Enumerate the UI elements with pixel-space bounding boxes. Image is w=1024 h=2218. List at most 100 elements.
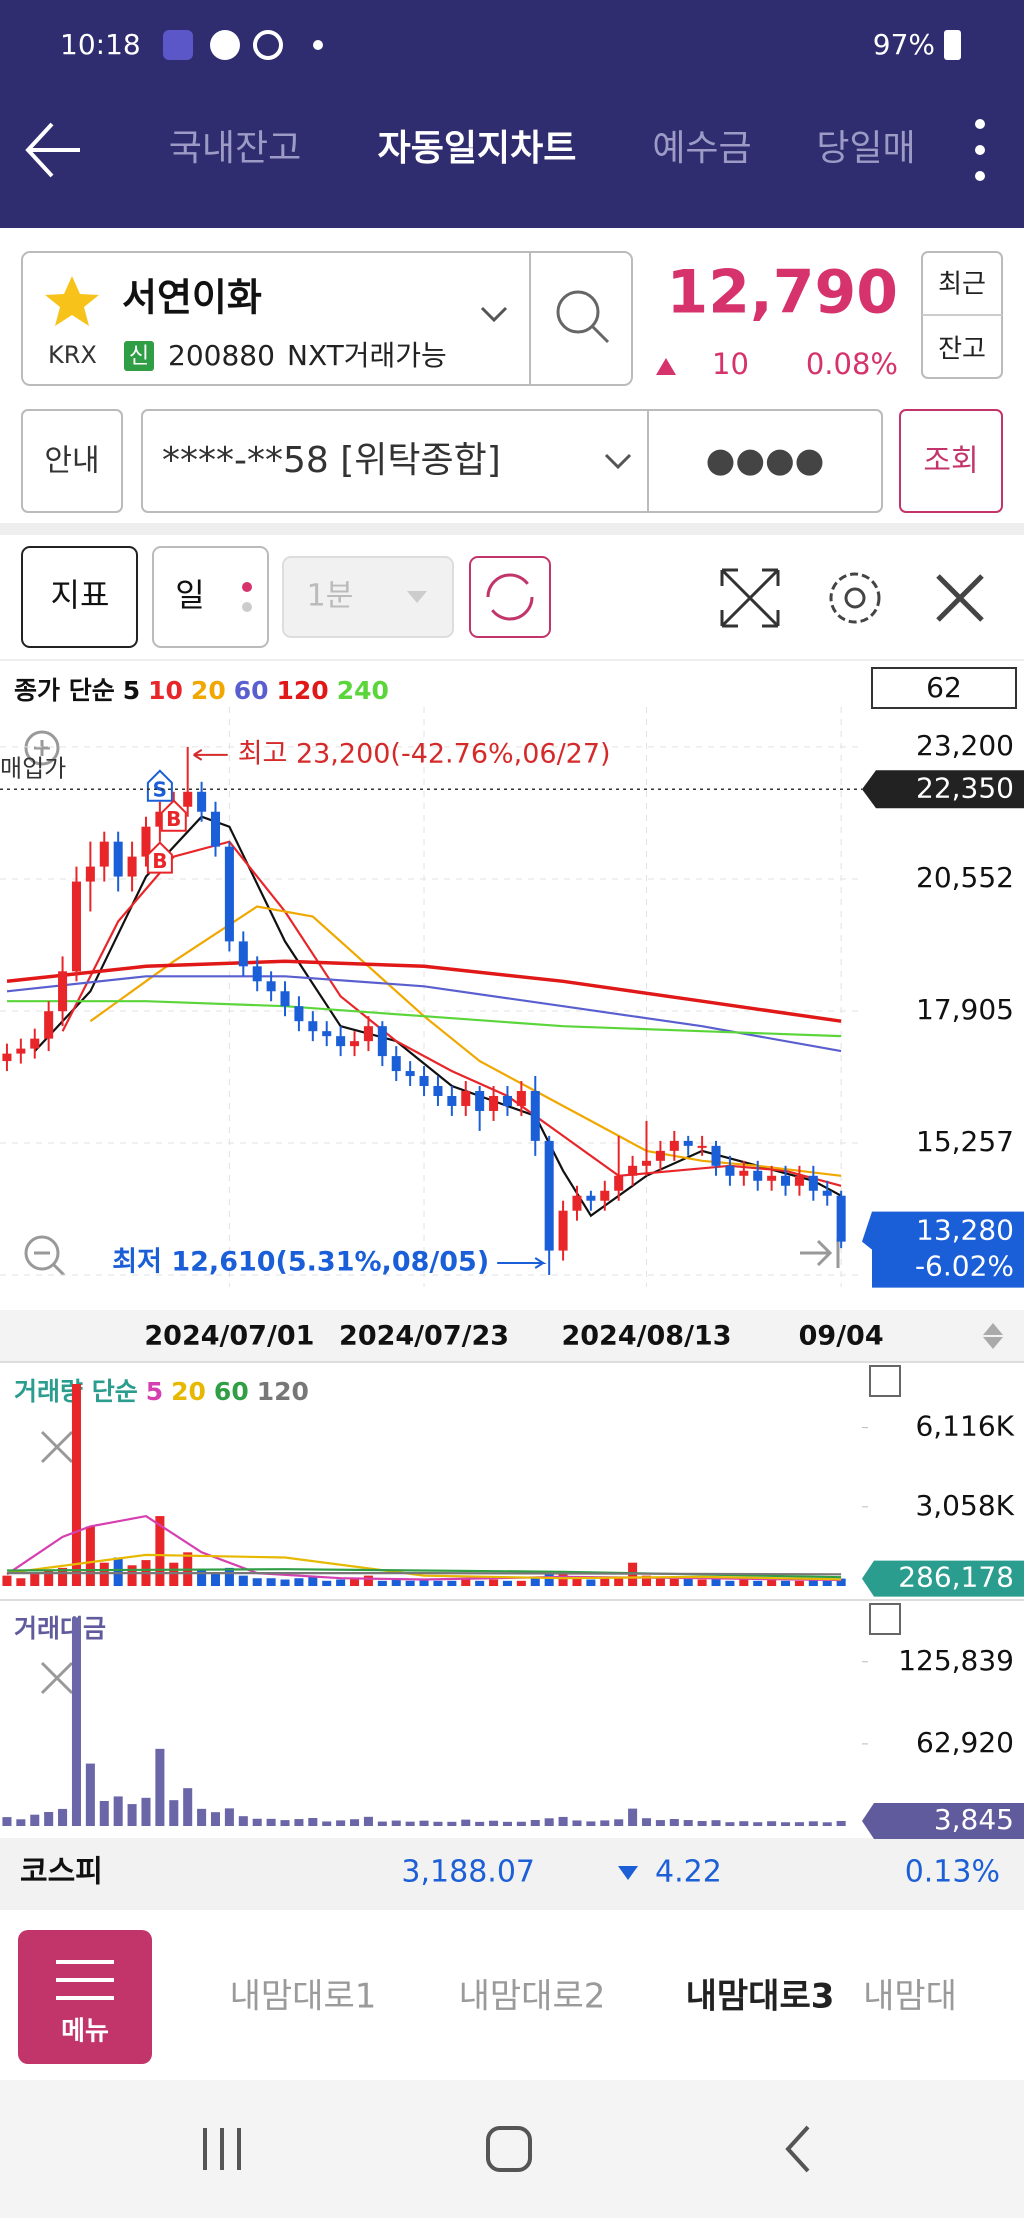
bar	[238, 1575, 248, 1586]
stock-box[interactable]	[21, 251, 633, 386]
panel-menu[interactable]	[869, 1365, 901, 1397]
zoom-out-icon[interactable]	[24, 1235, 60, 1271]
ma-line	[6, 975, 842, 1053]
candle-body	[336, 1036, 346, 1047]
password[interactable]: ●●●●	[706, 441, 825, 481]
candle-body	[58, 971, 68, 1012]
candle-body	[572, 1195, 582, 1211]
header-bg	[0, 0, 1024, 228]
refresh-button[interactable]	[469, 556, 551, 638]
header-tab[interactable]: 예수금	[652, 128, 751, 169]
candle-body	[44, 1011, 54, 1039]
menu-tab[interactable]: 내맘대	[863, 1977, 957, 2017]
bar	[586, 1821, 596, 1826]
bar	[711, 1578, 721, 1586]
zoom-in-icon	[34, 740, 50, 756]
count-box	[871, 667, 1017, 709]
ma-line	[89, 905, 842, 1177]
bar	[753, 1822, 763, 1826]
query-button[interactable]	[899, 409, 1003, 513]
close-panel[interactable]	[40, 1661, 74, 1695]
legend-item: 10	[148, 676, 183, 705]
candle-body	[308, 1021, 318, 1032]
back-button[interactable]	[25, 122, 80, 178]
bar	[794, 1580, 804, 1586]
candle-body	[433, 1086, 443, 1096]
bar	[516, 1580, 526, 1586]
axis-toggle[interactable]	[983, 1323, 1003, 1349]
bar	[252, 1818, 262, 1826]
bar	[71, 1384, 81, 1586]
bar	[294, 1578, 304, 1586]
last-tag	[862, 1560, 1024, 1597]
dropdown-icon	[407, 591, 427, 603]
candle-body	[586, 1195, 596, 1201]
high-note: 최고 23,200(-42.76%,06/27)	[238, 738, 611, 769]
refresh-icon	[486, 573, 534, 621]
tools-icon[interactable]	[936, 574, 984, 622]
candle-body	[266, 981, 276, 992]
bar	[266, 1818, 276, 1826]
period-button[interactable]	[152, 546, 269, 648]
indicator-button[interactable]	[21, 546, 138, 648]
candle-body	[141, 826, 151, 857]
recent-apps[interactable]	[203, 2128, 241, 2170]
candle-body	[753, 1170, 763, 1181]
menu-tab[interactable]: 내맘대로2	[459, 1977, 606, 2017]
header-tab[interactable]: 국내잔고	[169, 128, 301, 169]
panel-menu[interactable]	[869, 1603, 901, 1635]
bar	[377, 1580, 387, 1586]
status-time: 10:18	[60, 28, 141, 61]
home-button[interactable]	[486, 2126, 532, 2172]
favorite-star[interactable]	[45, 276, 99, 326]
candle-body	[350, 1041, 360, 1047]
more-button[interactable]	[975, 119, 985, 181]
bar	[2, 1575, 12, 1586]
account-box[interactable]	[141, 409, 883, 513]
header-tab[interactable]: 당일매	[816, 128, 915, 169]
menu-tab[interactable]: 내맘대로1	[230, 1977, 377, 2017]
candle-body	[447, 1095, 457, 1106]
bar	[697, 1579, 707, 1586]
bar	[781, 1822, 791, 1826]
legend-title: 거래대금	[14, 1614, 106, 1643]
bar	[99, 1562, 109, 1586]
candle-body	[2, 1053, 12, 1062]
candle-body	[113, 841, 123, 877]
bar	[391, 1579, 401, 1586]
bar	[447, 1821, 457, 1826]
candle-body	[475, 1091, 485, 1111]
bar	[280, 1820, 290, 1826]
bar	[530, 1578, 540, 1586]
candle-body	[391, 1056, 401, 1072]
bar	[99, 1800, 109, 1826]
zoom-in-icon[interactable]	[24, 730, 60, 766]
candle-body	[600, 1190, 610, 1201]
bar	[489, 1579, 499, 1586]
ma-line	[61, 840, 842, 1187]
legend-item: 120	[257, 1377, 309, 1406]
bar	[822, 1822, 832, 1826]
bar	[266, 1578, 276, 1586]
info-button[interactable]	[21, 409, 123, 513]
scroll-end-icon[interactable]	[800, 1238, 840, 1268]
balance-button[interactable]: 잔고	[938, 335, 986, 365]
bar	[113, 1557, 123, 1586]
close-panel[interactable]	[40, 1430, 74, 1464]
search-icon[interactable]	[556, 290, 600, 334]
header-tab[interactable]: 자동일지차트	[378, 128, 577, 169]
recent-button[interactable]: 최근	[938, 270, 986, 300]
back-nav[interactable]	[785, 2125, 810, 2173]
expand-icon[interactable]	[720, 568, 780, 628]
bar	[558, 1573, 568, 1586]
zoom-out-icon	[34, 1251, 66, 1277]
bar	[475, 1580, 485, 1586]
candle-body	[614, 1175, 624, 1191]
purchase-label: 매입가	[0, 754, 66, 782]
bar	[516, 1821, 526, 1826]
settings-icon[interactable]	[829, 572, 881, 624]
menu-tab[interactable]: 내맘대로3	[686, 1977, 835, 2017]
candle-body	[419, 1076, 429, 1087]
bar	[641, 1575, 652, 1586]
